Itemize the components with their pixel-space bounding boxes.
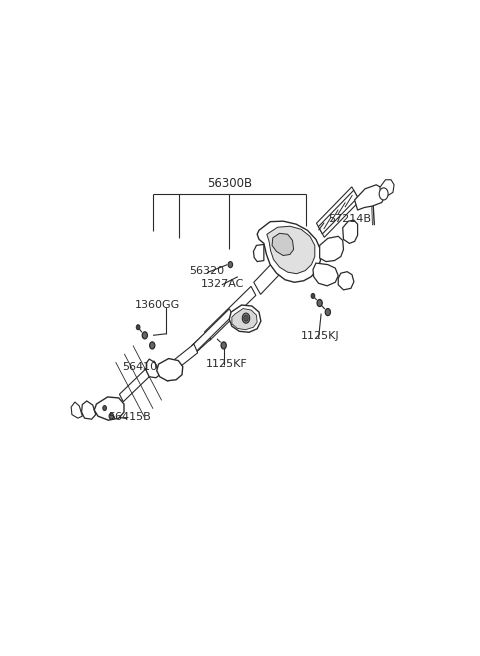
Polygon shape [316,187,360,237]
Polygon shape [120,361,158,401]
Ellipse shape [244,315,248,321]
Text: 1327AC: 1327AC [201,279,244,289]
Polygon shape [146,359,160,378]
Polygon shape [318,190,358,234]
Ellipse shape [150,342,155,349]
Ellipse shape [166,366,171,373]
Polygon shape [170,344,198,372]
Polygon shape [272,234,294,255]
Polygon shape [343,220,358,243]
Text: 56320: 56320 [190,266,225,276]
Ellipse shape [163,363,174,377]
Polygon shape [156,359,183,380]
Polygon shape [254,239,301,295]
Polygon shape [82,401,96,419]
Ellipse shape [107,405,112,413]
Polygon shape [257,221,321,282]
Ellipse shape [242,313,250,323]
Polygon shape [204,287,256,341]
Ellipse shape [142,332,147,339]
Ellipse shape [103,405,107,411]
Text: 56300B: 56300B [207,177,252,190]
Text: 1125KF: 1125KF [206,359,248,369]
Polygon shape [253,245,264,262]
Polygon shape [192,331,211,353]
Text: 56410: 56410 [122,361,157,372]
Polygon shape [229,305,261,333]
Text: 57214B: 57214B [328,214,371,224]
Polygon shape [192,309,233,353]
Polygon shape [320,236,344,262]
Text: 1125KJ: 1125KJ [301,331,340,341]
Ellipse shape [325,308,330,316]
Ellipse shape [317,299,322,306]
Ellipse shape [136,325,140,330]
Ellipse shape [379,188,388,200]
Polygon shape [338,272,354,290]
Polygon shape [355,185,385,210]
Polygon shape [71,402,83,418]
Polygon shape [313,263,338,286]
Text: 56415B: 56415B [108,412,151,422]
Ellipse shape [221,342,226,349]
Polygon shape [232,308,257,330]
Polygon shape [267,226,315,274]
Text: 1360GG: 1360GG [134,300,180,310]
Ellipse shape [311,293,315,298]
Polygon shape [380,180,394,196]
Ellipse shape [109,413,114,419]
Polygon shape [94,397,124,420]
Ellipse shape [228,262,233,268]
Ellipse shape [104,401,115,417]
